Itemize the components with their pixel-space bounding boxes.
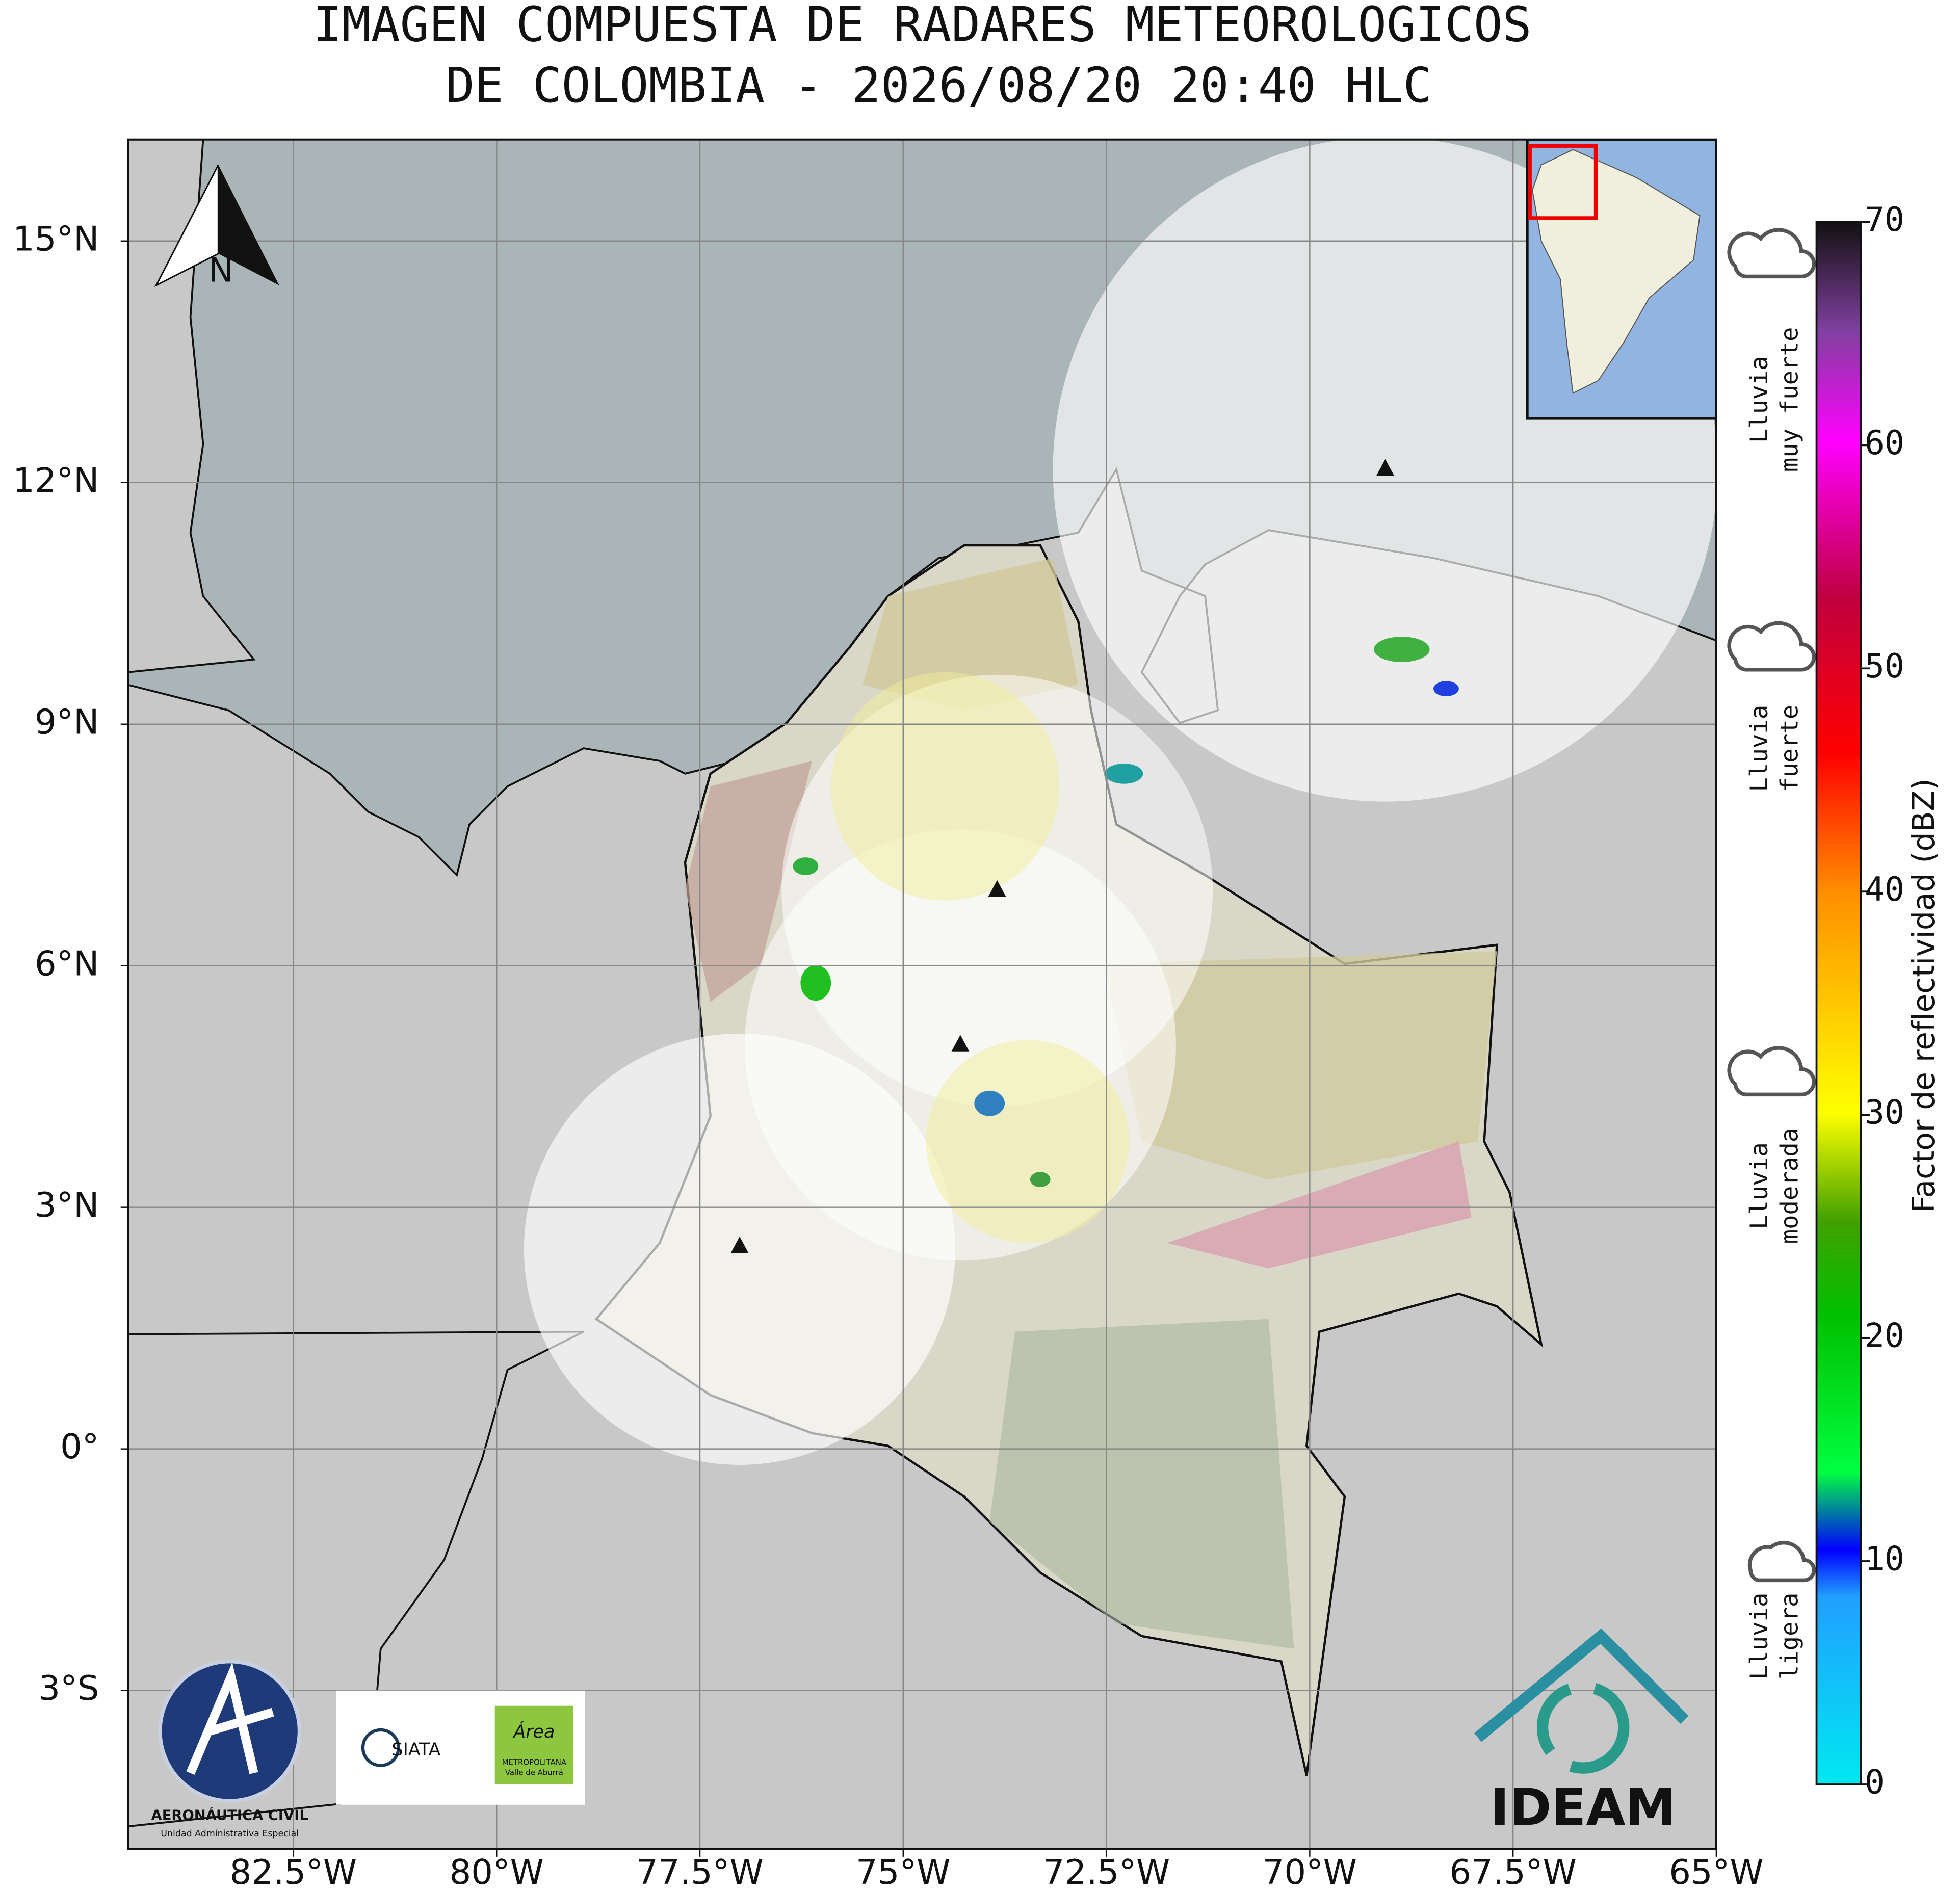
logo-box <box>494 1705 574 1784</box>
region-patch <box>989 1319 1294 1649</box>
colorbar-tick-label: 40 <box>1865 871 1904 909</box>
cloud-icon <box>1727 228 1816 279</box>
title-line: IMAGEN COMPUESTA DE RADARES METEOROLOGIC… <box>313 0 1532 53</box>
echo <box>793 857 819 875</box>
x-tick-label: 82.5°W <box>230 1852 357 1891</box>
y-tick-label: 0° <box>60 1427 99 1466</box>
echoes <box>793 637 1459 1188</box>
radar-site <box>988 880 1006 897</box>
logo-text: AERONÁUTICA CIVIL <box>151 1807 308 1824</box>
region-patch <box>1104 951 1497 1180</box>
radar-sites <box>730 459 1394 1253</box>
cloud-icon <box>1727 621 1816 672</box>
y-tick-label: 15°N <box>13 219 99 258</box>
x-tick-label: 75°W <box>856 1852 950 1891</box>
ideam-logo: IDEAM <box>1474 1628 1689 1837</box>
radar-site <box>1376 459 1394 476</box>
map-frame <box>127 138 1717 1850</box>
colorbar-tick-label: 20 <box>1865 1317 1904 1355</box>
rain-level-label: Lluvia <box>1745 1142 1773 1229</box>
colorbar-tick-label: 50 <box>1865 647 1904 686</box>
logo-text: SIATA <box>392 1740 441 1760</box>
echo <box>974 1090 1005 1116</box>
rain-level-label: moderada <box>1776 1128 1804 1244</box>
siata-logo: SIATA Área METROPOLITANA Valle de Aburrá <box>336 1690 585 1805</box>
echo <box>1433 681 1459 697</box>
logo-text: Área <box>512 1721 555 1742</box>
x-tick-label: 80°W <box>449 1852 543 1891</box>
inset-box <box>1528 144 1598 220</box>
colorbar-tick-label: 0 <box>1865 1764 1885 1802</box>
echo <box>800 965 831 1001</box>
map-body: N AERONÁUTICA CIVIL Unidad Administrativ… <box>128 139 1716 1849</box>
colorbar-tick-label: 70 <box>1865 201 1904 239</box>
logo-sun <box>361 1728 400 1767</box>
colorbar-tick-label: 60 <box>1865 424 1904 462</box>
rain-level-label: Lluvia <box>1745 705 1773 792</box>
y-tick-label: 12°N <box>13 460 99 500</box>
rain-level-label: muy fuerte <box>1776 327 1804 472</box>
cloud-icon <box>1747 1540 1816 1583</box>
rain-level-label: Lluvia <box>1745 356 1773 443</box>
rain-level-label: Lluvia <box>1745 1592 1773 1679</box>
region-patch <box>685 760 812 1002</box>
echo <box>1030 1172 1051 1188</box>
x-tick-label: 65°W <box>1669 1852 1763 1891</box>
logo-glyph <box>186 1662 274 1775</box>
colorbar-tick-label: 30 <box>1865 1094 1904 1132</box>
region-patch <box>1167 1141 1472 1269</box>
logo-text: Unidad Administrativa Especial <box>161 1829 299 1839</box>
north-label: N <box>208 252 233 290</box>
region-patch <box>863 558 1079 711</box>
inset-map <box>1526 139 1716 420</box>
logo-text: IDEAM <box>1491 1779 1676 1837</box>
x-tick-label: 70°W <box>1263 1852 1357 1891</box>
region-patch <box>831 672 1060 901</box>
grid <box>128 139 1716 1849</box>
land <box>128 139 256 673</box>
x-tick-label: 77.5°W <box>636 1852 764 1891</box>
rain-level-label: fuerte <box>1776 705 1804 792</box>
region-patch <box>926 1040 1129 1243</box>
title-line: DE COLOMBIA - 2026/08/20 20:40 HLC <box>446 58 1432 114</box>
radar-site <box>951 1035 970 1052</box>
rain-icons <box>1727 228 1816 1583</box>
inset-land <box>1532 149 1701 394</box>
colorbar <box>1815 221 1862 1785</box>
aerocivil-logo: AERONÁUTICA CIVIL Unidad Administrativa … <box>151 1659 308 1839</box>
y-tick-label: 3°S <box>38 1668 99 1708</box>
rain-level-label: ligera <box>1776 1592 1804 1679</box>
logo-text: METROPOLITANA <box>502 1758 567 1767</box>
colorbar-label: Factor de reflectividad (dBZ) <box>1906 778 1942 1213</box>
y-tick-label: 6°N <box>35 943 99 983</box>
radar-site <box>730 1237 749 1253</box>
echo <box>1374 637 1430 662</box>
logo-text: Valle de Aburrá <box>505 1768 563 1777</box>
echo <box>1105 763 1143 784</box>
x-tick-label: 72.5°W <box>1043 1852 1170 1891</box>
y-tick-label: 9°N <box>35 702 99 742</box>
y-tick-label: 3°N <box>35 1185 99 1225</box>
logo-roof <box>1474 1628 1689 1742</box>
x-tick-label: 67.5°W <box>1449 1852 1577 1891</box>
colorbar-tick-label: 10 <box>1865 1540 1904 1579</box>
cloud-icon <box>1727 1046 1816 1097</box>
logo-swirl <box>1536 1681 1630 1774</box>
